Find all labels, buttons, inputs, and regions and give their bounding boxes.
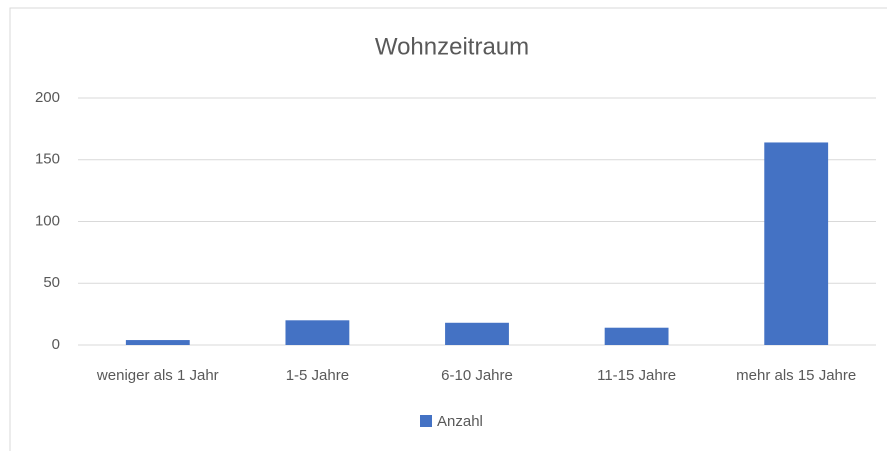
y-tick-label: 100 xyxy=(35,212,60,229)
bar xyxy=(445,322,509,345)
bar xyxy=(764,142,829,345)
chart-frame xyxy=(9,7,887,451)
chart-title: Wohnzeitraum xyxy=(375,33,529,60)
bar xyxy=(285,320,350,345)
y-tick-label: 0 xyxy=(52,336,60,353)
x-tick-label: 11-15 Jahre xyxy=(597,367,676,384)
y-tick-label: 150 xyxy=(35,151,60,168)
legend-label: Anzahl xyxy=(437,413,483,430)
x-tick-label: 1-5 Jahre xyxy=(286,367,349,384)
x-tick-label: 6-10 Jahre xyxy=(441,367,513,384)
bar xyxy=(604,327,669,345)
y-tick-label: 50 xyxy=(43,274,60,291)
legend-swatch xyxy=(420,415,432,427)
x-tick-label: weniger als 1 Jahr xyxy=(96,367,219,384)
y-tick-label: 200 xyxy=(35,89,60,106)
bar xyxy=(125,340,190,345)
x-tick-label: mehr als 15 Jahre xyxy=(736,367,856,384)
